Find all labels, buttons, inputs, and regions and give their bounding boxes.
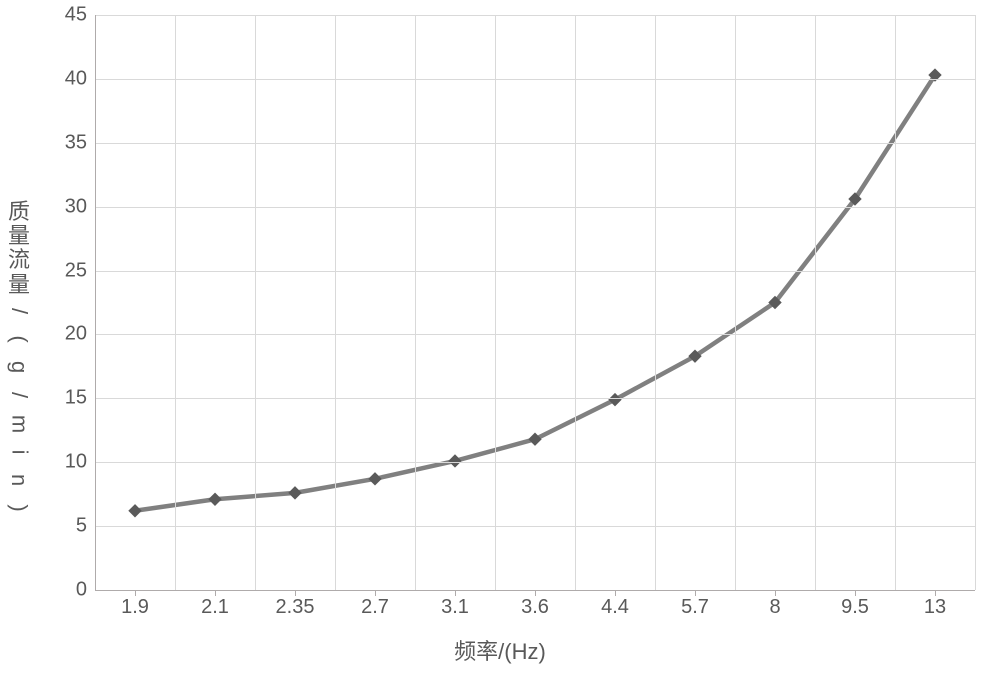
gridline-h [95,143,975,144]
data-marker [369,473,381,485]
data-marker [209,493,221,505]
x-tick-label: 1.9 [121,596,149,619]
y-tick-label: 5 [76,515,87,538]
gridline-v [175,15,176,590]
x-tick-label: 4.4 [601,596,629,619]
y-tick-label: 35 [65,131,87,154]
gridline-v [575,15,576,590]
gridline-h [95,462,975,463]
gridline-h [95,398,975,399]
y-tick-label: 20 [65,323,87,346]
line-layer [95,15,975,590]
x-tick-label: 2.1 [201,596,229,619]
x-tick-label: 5.7 [681,596,709,619]
chart-container: 质 量 流 量 / ( g / m i n ) 0510152025303540… [0,0,1000,680]
y-tick-label: 0 [76,579,87,602]
gridline-v [335,15,336,590]
gridline-h [95,271,975,272]
x-axis-title: 频率/(Hz) [0,634,1000,666]
gridline-h [95,15,975,16]
x-tick-label: 13 [924,596,946,619]
gridline-h [95,79,975,80]
y-tick-label: 25 [65,259,87,282]
gridline-v [95,15,96,590]
y-tick-label: 10 [65,451,87,474]
gridline-v [895,15,896,590]
y-tick-label: 15 [65,387,87,410]
x-tick-label: 3.6 [521,596,549,619]
x-tick-label: 2.7 [361,596,389,619]
x-tick-label: 2.35 [276,596,315,619]
gridline-v [415,15,416,590]
gridline-v [255,15,256,590]
gridline-v [975,15,976,590]
data-marker [289,487,301,499]
plot-area: 0510152025303540451.92.12.352.73.13.64.4… [95,15,975,590]
gridline-h [95,334,975,335]
gridline-h [95,207,975,208]
gridline-v [655,15,656,590]
y-tick-label: 45 [65,4,87,27]
x-tick-label: 9.5 [841,596,869,619]
y-axis-title: 质 量 流 量 / ( g / m i n ) [8,200,30,522]
gridline-h [95,526,975,527]
x-tick-label: 3.1 [441,596,469,619]
y-tick-label: 30 [65,195,87,218]
data-marker [129,505,141,517]
x-tick-label: 8 [769,596,780,619]
y-tick-label: 40 [65,67,87,90]
gridline-v [815,15,816,590]
data-marker [449,455,461,467]
gridline-v [495,15,496,590]
gridline-v [735,15,736,590]
